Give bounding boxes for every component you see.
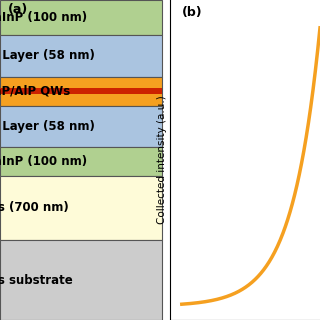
Text: SCH Layer (58 nm): SCH Layer (58 nm): [0, 50, 95, 62]
Text: AlGaInP (100 nm): AlGaInP (100 nm): [0, 155, 87, 168]
Text: AlGaInP (100 nm): AlGaInP (100 nm): [0, 11, 87, 24]
Bar: [0, 106, 162, 147]
Text: GaAs (700 nm): GaAs (700 nm): [0, 202, 68, 214]
Bar: [0, 88, 162, 94]
Bar: [0, 35, 162, 77]
Text: GaAs substrate: GaAs substrate: [0, 274, 73, 286]
Bar: [0, 0, 162, 35]
Text: (a): (a): [8, 3, 28, 16]
Y-axis label: Collected intensity (a.u.): Collected intensity (a.u.): [157, 96, 167, 224]
Bar: [0, 240, 162, 320]
Text: SCH Layer (58 nm): SCH Layer (58 nm): [0, 120, 95, 133]
Bar: [0, 77, 162, 106]
Text: GaInP/AlP QWs: GaInP/AlP QWs: [0, 85, 70, 98]
Bar: [0, 147, 162, 176]
Text: (b): (b): [182, 6, 203, 20]
Bar: [0, 176, 162, 240]
